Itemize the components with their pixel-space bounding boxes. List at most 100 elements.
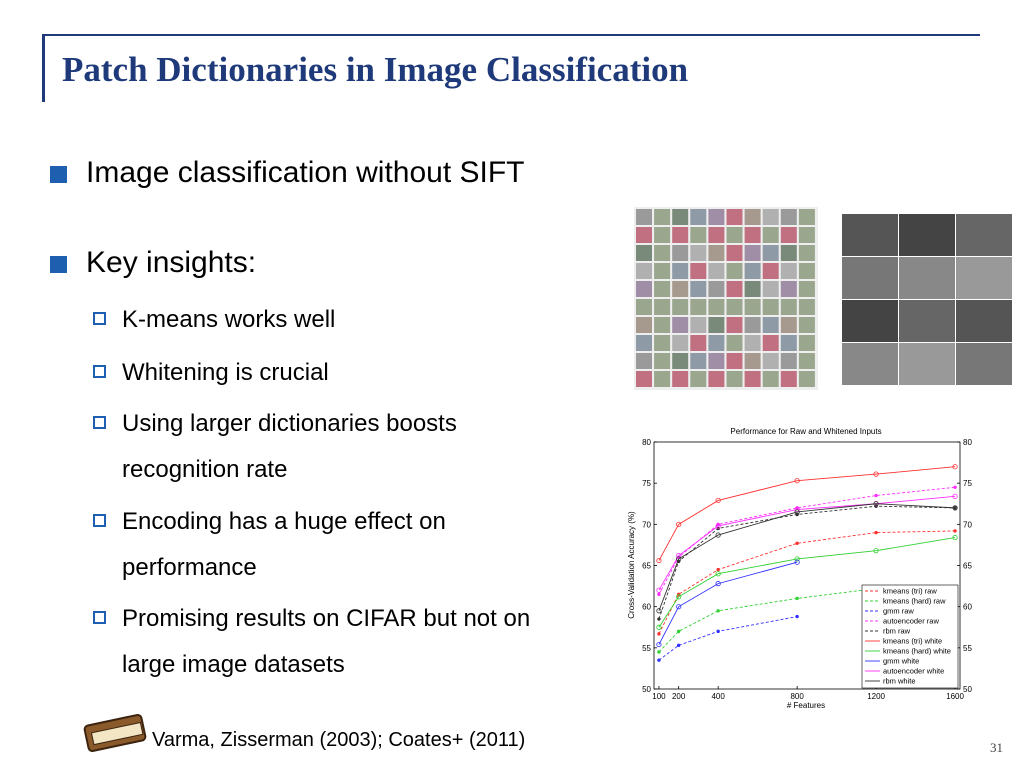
filter-patch (726, 353, 743, 369)
filter-patch (798, 317, 815, 333)
texture-tile (956, 214, 1012, 256)
data-point (676, 643, 681, 648)
filter-patch (690, 317, 707, 333)
bullet-marker (93, 514, 106, 527)
filter-patch (726, 209, 743, 225)
filter-patch (798, 281, 815, 297)
filter-patch (708, 227, 725, 243)
filter-patch (744, 263, 761, 279)
filter-patch (690, 227, 707, 243)
filter-patch (708, 263, 725, 279)
texture-tile (956, 257, 1012, 299)
series-line (658, 530, 956, 635)
filter-patch (636, 317, 652, 333)
filter-patch (708, 281, 725, 297)
data-point (873, 501, 879, 507)
y-tick-label: 70 (642, 520, 651, 529)
filter-patch (636, 281, 652, 297)
y-tick-label: 75 (642, 479, 651, 488)
y2-tick-label: 80 (963, 438, 972, 447)
data-point (676, 556, 682, 562)
filter-patch (744, 227, 761, 243)
filter-patch (636, 353, 652, 369)
filter-patch (708, 353, 725, 369)
texture-tile (956, 300, 1012, 342)
data-point (794, 509, 800, 515)
legend-label: autoencoder raw (883, 617, 939, 626)
legend-label: kmeans (tri) raw (883, 587, 937, 596)
data-point (656, 587, 662, 593)
data-point (874, 530, 878, 535)
filter-patch (654, 317, 671, 333)
filter-patch (672, 281, 689, 297)
filter-patch (798, 299, 815, 315)
filter-patch (780, 353, 797, 369)
bullet-text: Promising results on CIFAR but not on la… (122, 605, 531, 678)
y2-tick-label: 50 (963, 685, 972, 694)
texture-tile (899, 343, 955, 385)
filter-patch (690, 371, 707, 387)
sub-bullet: K-means works well (93, 297, 572, 343)
y-tick-label: 60 (642, 603, 651, 612)
filter-patch (690, 245, 707, 261)
filter-patch (654, 245, 671, 261)
filter-patch (780, 335, 797, 351)
data-point (952, 534, 958, 541)
sub-bullet: Encoding has a huge effect on performanc… (93, 499, 572, 591)
filter-patch (672, 371, 689, 387)
filter-patch (744, 335, 761, 351)
series-line (658, 537, 956, 628)
y2-tick-label: 70 (963, 520, 972, 529)
filter-patch (762, 227, 779, 243)
filter-patch (672, 263, 689, 279)
x-tick-label: 800 (790, 692, 804, 701)
filter-patch (780, 281, 797, 297)
texture-tile (899, 214, 955, 256)
filter-patch (654, 209, 671, 225)
filter-patch (726, 299, 743, 315)
data-point (953, 529, 957, 533)
data-point (952, 493, 958, 499)
filter-patch (780, 245, 797, 261)
data-point (676, 629, 681, 634)
data-point (795, 614, 799, 619)
filter-patch (654, 335, 671, 351)
filter-patch (654, 227, 671, 243)
x-tick-label: 200 (672, 692, 686, 701)
y2-tick-label: 75 (963, 479, 972, 488)
texture-tile (956, 343, 1012, 385)
legend-label: autoencoder white (883, 667, 944, 676)
filter-patch (708, 371, 725, 387)
filter-patch (708, 299, 725, 315)
chart-title: Performance for Raw and Whitened Inputs (730, 427, 881, 436)
y-tick-label: 80 (642, 438, 651, 447)
filter-patch (798, 353, 815, 369)
title-rule (42, 34, 980, 36)
filter-patch (744, 371, 761, 387)
slide-title: Patch Dictionaries in Image Classificati… (62, 50, 689, 89)
filter-patch (690, 353, 707, 369)
x-tick-label: 400 (711, 692, 725, 701)
filter-patch (636, 335, 652, 351)
citation: Varma, Zisserman (2003); Coates+ (2011) (152, 729, 526, 751)
texture-tile (842, 214, 898, 256)
filter-patch (762, 299, 779, 315)
title-bar (42, 34, 45, 102)
bullet-marker (93, 416, 106, 429)
data-point (676, 521, 682, 527)
texture-tile (842, 257, 898, 299)
bullet-text: Using larger dictionaries boosts recogni… (122, 410, 457, 483)
data-point (657, 592, 661, 597)
bullet-marker (50, 256, 67, 273)
data-point (952, 505, 958, 511)
y-tick-label: 50 (642, 685, 651, 694)
filter-patch (744, 353, 761, 369)
legend-label: rbm raw (883, 627, 911, 636)
texture-tile (842, 300, 898, 342)
filter-patch (780, 227, 797, 243)
y2-tick-label: 60 (963, 603, 972, 612)
data-point (715, 532, 721, 538)
bullet-text: Image classification without SIFT (86, 156, 525, 189)
filter-patch (636, 371, 652, 387)
